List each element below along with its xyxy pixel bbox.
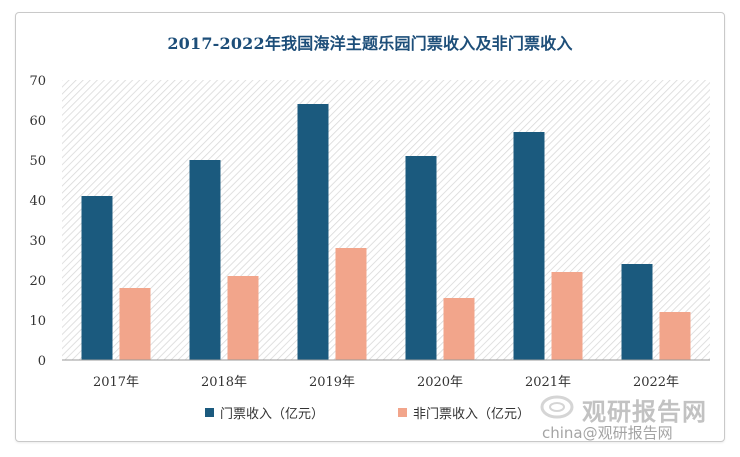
- watermark: 观研报告网 china@观研报告网: [540, 390, 730, 450]
- y-axis: 0 10 20 30 40 50 60 70: [29, 74, 46, 369]
- x-tick-label: 2021年: [525, 375, 571, 390]
- legend-label: 门票收入（亿元）: [220, 407, 324, 422]
- bar-ticket-1: [189, 160, 221, 360]
- y-tick-label: 10: [29, 314, 46, 329]
- bar-ticket-4: [513, 132, 545, 360]
- watermark-brand: 观研报告网: [582, 398, 707, 426]
- bar-non-ticket-3: [443, 298, 475, 360]
- legend-label: 非门票收入（亿元）: [413, 407, 530, 422]
- bar-non-ticket-0: [119, 288, 151, 360]
- y-tick-label: 60: [29, 114, 46, 129]
- watermark-site: china@观研报告网: [542, 424, 673, 442]
- bar-ticket-5: [621, 264, 653, 360]
- bars-group: [81, 104, 691, 360]
- legend-swatch: [398, 408, 407, 417]
- bar-non-ticket-1: [227, 276, 259, 360]
- bar-non-ticket-4: [551, 272, 583, 360]
- y-tick-label: 20: [29, 274, 46, 289]
- bar-non-ticket-2: [335, 248, 367, 360]
- x-tick-label: 2019年: [309, 375, 355, 390]
- y-tick-label: 0: [38, 354, 46, 369]
- legend: 门票收入（亿元） 非门票收入（亿元）: [205, 407, 530, 422]
- y-tick-label: 70: [29, 74, 46, 89]
- chart-title: 2017-2022年我国海洋主题乐园门票收入及非门票收入: [167, 34, 573, 53]
- x-tick-label: 2020年: [417, 375, 463, 390]
- bar-ticket-2: [297, 104, 329, 360]
- x-tick-label: 2018年: [201, 375, 247, 390]
- x-tick-label: 2017年: [93, 375, 139, 390]
- x-tick-label: 2022年: [633, 375, 679, 390]
- y-tick-label: 30: [29, 234, 46, 249]
- y-tick-label: 40: [29, 194, 46, 209]
- plot-area: [62, 80, 710, 360]
- bar-ticket-3: [405, 156, 437, 360]
- legend-swatch: [205, 408, 214, 417]
- x-axis: 2017年 2018年 2019年 2020年 2021年 2022年: [93, 375, 679, 390]
- bar-non-ticket-5: [659, 312, 691, 360]
- watermark-logo-icon: [540, 395, 574, 419]
- bar-ticket-0: [81, 196, 113, 360]
- y-tick-label: 50: [29, 154, 46, 169]
